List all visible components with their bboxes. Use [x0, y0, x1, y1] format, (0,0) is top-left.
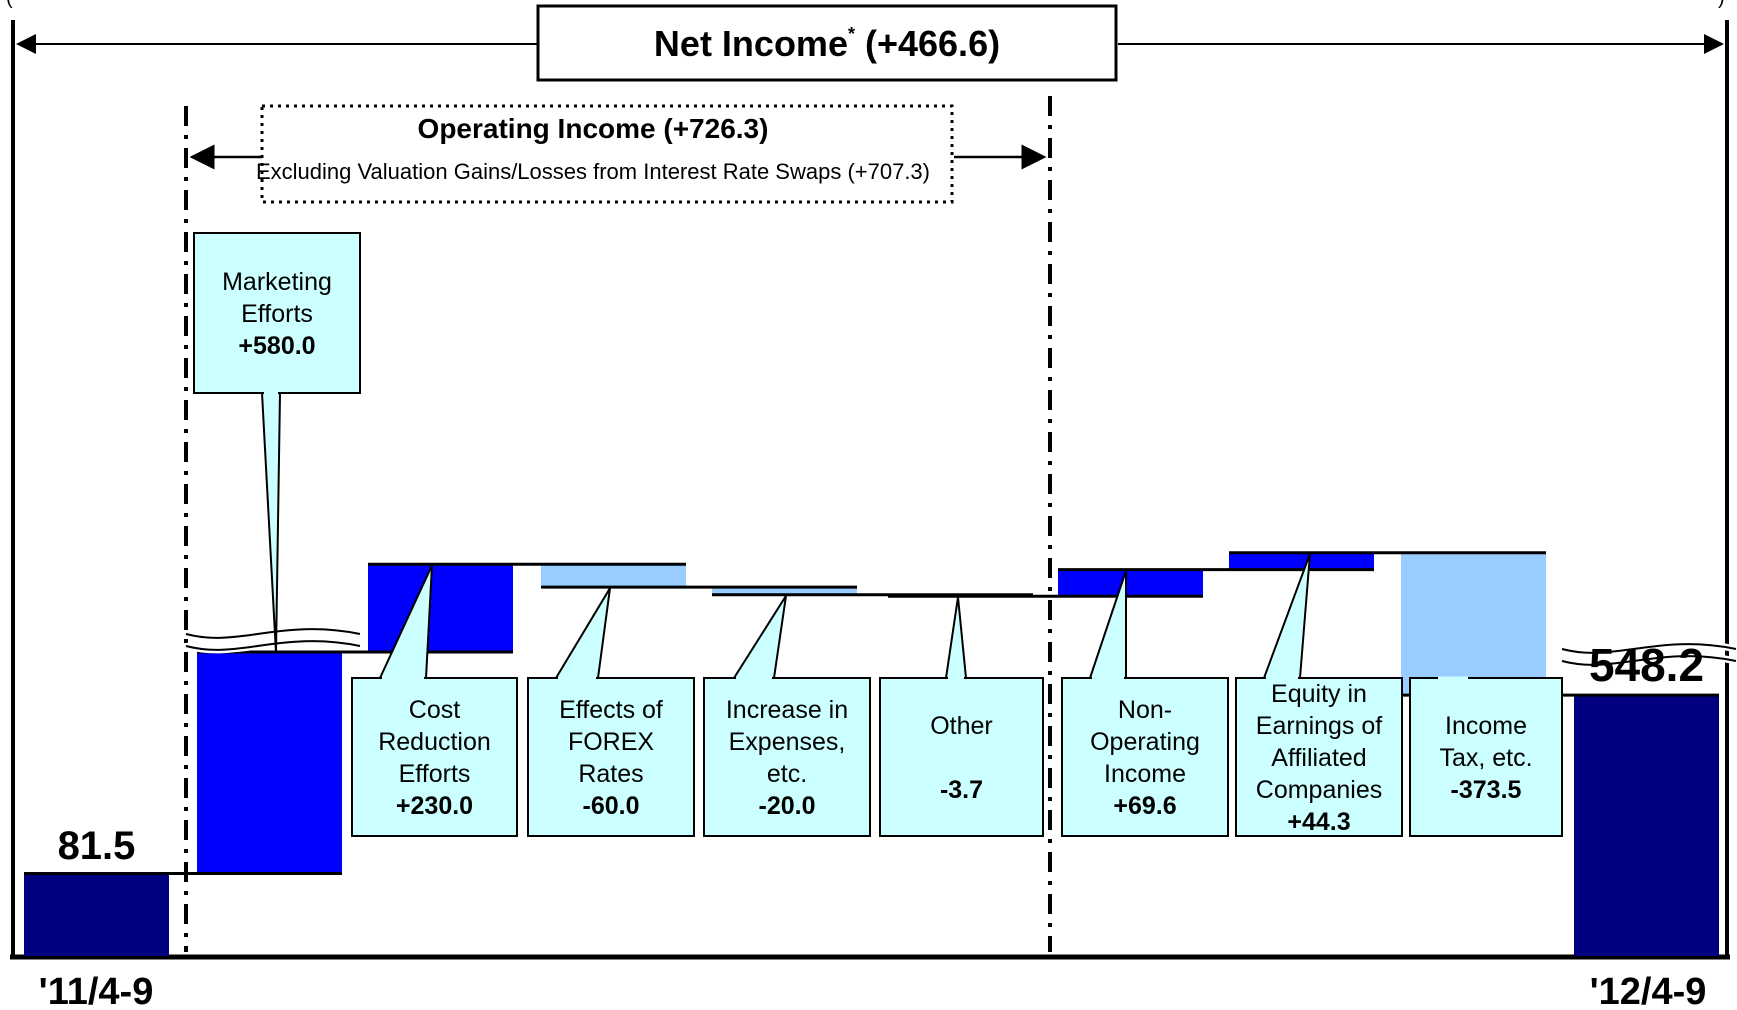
bar-increase-in-expenses-etc: [712, 587, 857, 595]
endpoint-labels: 81.5 548.2 '11/4-9 '12/4-9: [39, 639, 1707, 1010]
bar-end-period: [1574, 695, 1719, 956]
callout-pointer: [260, 392, 282, 654]
end-value-label: 548.2: [1589, 639, 1704, 691]
callout-label-line: Operating: [1090, 728, 1200, 756]
operating-income-box: Operating Income (+726.3) Excluding Valu…: [256, 104, 954, 204]
axis-break-marketing-bar-line: [185, 640, 361, 651]
axis-break-end-bar-line: [1561, 643, 1737, 654]
net-income-title-delta: (+466.6): [865, 23, 1000, 64]
callout-box: [703, 677, 871, 837]
start-value-label: 81.5: [58, 824, 136, 868]
callout-pointer: [1262, 553, 1311, 679]
bar-marketing-efforts: [197, 651, 342, 873]
callout-box: [1061, 677, 1229, 837]
end-period-label: '12/4-9: [1590, 971, 1707, 1010]
callout-label-line: Increase in: [726, 696, 848, 724]
callout-cost-reduction-efforts: Cost Reduction Efforts +230.0: [351, 564, 518, 837]
axis-break-marks: [185, 625, 1737, 669]
callout-equity-in-earnings-of-affiliated-companies: Equity in Earnings of Affiliated Companies +…: [1235, 553, 1403, 837]
callout-value: -3.7: [940, 776, 983, 804]
clipped-left-text: (: [6, 0, 13, 9]
callout-label-line: Non-: [1118, 696, 1172, 724]
callout-label-line: FOREX: [568, 728, 654, 756]
callout-label-line: Income: [1445, 712, 1527, 740]
callout-label-line: Affiliated: [1271, 744, 1366, 772]
callout-marketing-efforts: Marketing Efforts +580.0: [193, 232, 361, 654]
callout-label-line: Marketing: [222, 268, 332, 296]
axis-break-end-bar-line: [1561, 655, 1737, 666]
callout-label-line: Earnings of: [1256, 712, 1383, 740]
start-period-label: '11/4-9: [39, 971, 154, 1010]
step-callouts: Marketing Efforts +580.0 Cost Reduction Effor…: [193, 232, 1563, 837]
callout-value: +44.3: [1287, 808, 1350, 836]
callout-label-line: Reduction: [378, 728, 491, 756]
callout-box: [351, 677, 518, 837]
callout-label-line: Effects of: [559, 696, 663, 724]
bar-non-operating-income: [1058, 569, 1203, 597]
callout-effects-of-forex-rates: Effects of FOREX Rates -60.0: [527, 587, 695, 837]
callout-label-line: Companies: [1256, 776, 1382, 804]
bar-cost-reduction-efforts: [368, 564, 513, 652]
callout-non-operating-income: Non- Operating Income +69.6: [1061, 570, 1229, 837]
callout-value: -373.5: [1451, 776, 1522, 804]
clipped-right-text: ): [1718, 0, 1725, 9]
axis-break-marketing-bar: [185, 625, 361, 654]
callout-box: [1235, 677, 1403, 837]
callout-label-line: Income: [1104, 760, 1186, 788]
callout-label-line: Tax, etc.: [1439, 744, 1532, 772]
callout-label-line: etc.: [767, 760, 807, 788]
operating-income-subtitle: Excluding Valuation Gains/Losses from In…: [256, 159, 930, 184]
waterfall-bars: [24, 552, 1719, 956]
callout-label-line: Efforts: [241, 300, 313, 328]
callout-increase-in-expenses-etc: Increase in Expenses, etc. -20.0: [703, 595, 871, 837]
bar-equity-in-earnings-of-affiliated-companies: [1229, 552, 1374, 570]
axis-break-end-bar: [1561, 640, 1737, 669]
net-income-title-mark: *: [848, 24, 855, 44]
bar-start-period: [24, 873, 169, 956]
callout-box: [527, 677, 695, 837]
callout-value: +580.0: [238, 332, 315, 360]
callout-label-line: Efforts: [399, 760, 471, 788]
callout-label-line: Rates: [578, 760, 643, 788]
net-income-title-main: Net Income: [654, 23, 848, 64]
callout-value: +230.0: [396, 792, 473, 820]
callout-value: -60.0: [583, 792, 640, 820]
callout-box: [1409, 677, 1563, 837]
callout-other: Other -3.7: [879, 597, 1044, 837]
callout-income-tax-etc: Income Tax, etc. -373.5: [1409, 676, 1563, 837]
callout-label-line: Expenses,: [729, 728, 846, 756]
operating-income-box-frame: [260, 104, 954, 204]
axis-break-marketing-bar-line: [185, 628, 361, 639]
callout-pointer: [732, 595, 787, 679]
callout-pointer: [944, 597, 968, 679]
bar-effects-of-forex-rates: [541, 564, 686, 588]
operating-income-title: Operating Income (+726.3): [418, 113, 769, 144]
callout-label-line: Other: [930, 712, 993, 740]
net-income-title: Net Income* (+466.6): [536, 4, 1118, 82]
callout-label-line: Equity in: [1271, 680, 1367, 708]
callout-value: -20.0: [759, 792, 816, 820]
callout-label-line: Cost: [409, 696, 460, 724]
callout-pointer: [554, 587, 611, 679]
net-income-title-box: [536, 4, 1118, 82]
net-income-title-text: Net Income* (+466.6): [654, 23, 1000, 64]
bar-income-tax-etc: [1401, 552, 1546, 696]
callout-value: +69.6: [1113, 792, 1176, 820]
callout-box: [879, 677, 1044, 837]
